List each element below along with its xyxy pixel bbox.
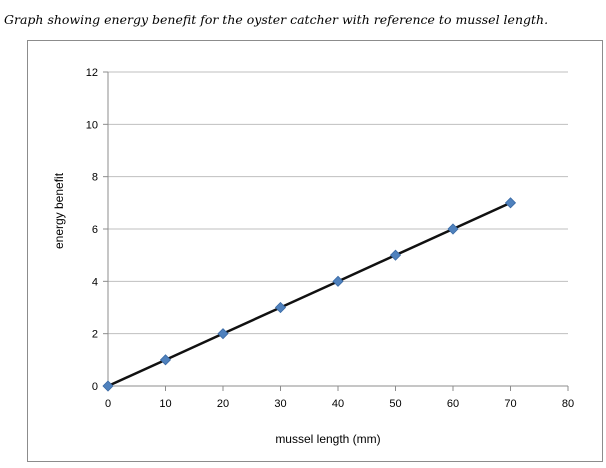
y-axis-label: energy benefit xyxy=(52,172,66,249)
series-line-0 xyxy=(107,201,512,388)
y-tick-label-2: 2 xyxy=(92,329,98,341)
x-tick-label-40: 40 xyxy=(332,398,344,410)
y-tick-label-6: 6 xyxy=(92,224,98,236)
data-point-10 xyxy=(159,354,172,366)
data-point-20 xyxy=(217,328,229,340)
series-layer xyxy=(102,197,517,392)
gridlines xyxy=(108,71,568,335)
y-tick-label-0: 0 xyxy=(92,381,98,393)
x-tick-labels: 0 10 20 30 40 50 60 70 80 xyxy=(105,398,574,410)
y-tick-label-10: 10 xyxy=(86,119,98,131)
y-tick-labels: 0 2 4 6 8 10 12 xyxy=(86,67,98,393)
y-tick-label-8: 8 xyxy=(92,172,98,184)
x-tick-label-20: 20 xyxy=(217,398,229,410)
axes xyxy=(103,71,569,391)
data-point-30 xyxy=(274,301,287,314)
x-tick-label-80: 80 xyxy=(562,398,574,410)
data-point-60 xyxy=(447,223,459,235)
data-point-50 xyxy=(389,249,402,261)
y-tick-label-4: 4 xyxy=(92,276,98,288)
data-point-0 xyxy=(102,380,114,392)
y-tick-label-12: 12 xyxy=(86,67,98,79)
data-point-40 xyxy=(332,275,344,287)
x-tick-label-50: 50 xyxy=(389,398,401,410)
x-tick-label-70: 70 xyxy=(504,398,516,410)
x-tick-label-0: 0 xyxy=(105,398,111,410)
x-tick-label-30: 30 xyxy=(274,398,286,410)
chart-frame xyxy=(27,40,603,462)
figure-caption: Graph showing energy benefit for the oys… xyxy=(4,12,549,27)
x-tick-label-10: 10 xyxy=(159,398,171,410)
data-point-70 xyxy=(504,197,517,209)
x-tick-label-60: 60 xyxy=(447,398,459,410)
x-axis-label: mussel length (mm) xyxy=(275,432,380,446)
